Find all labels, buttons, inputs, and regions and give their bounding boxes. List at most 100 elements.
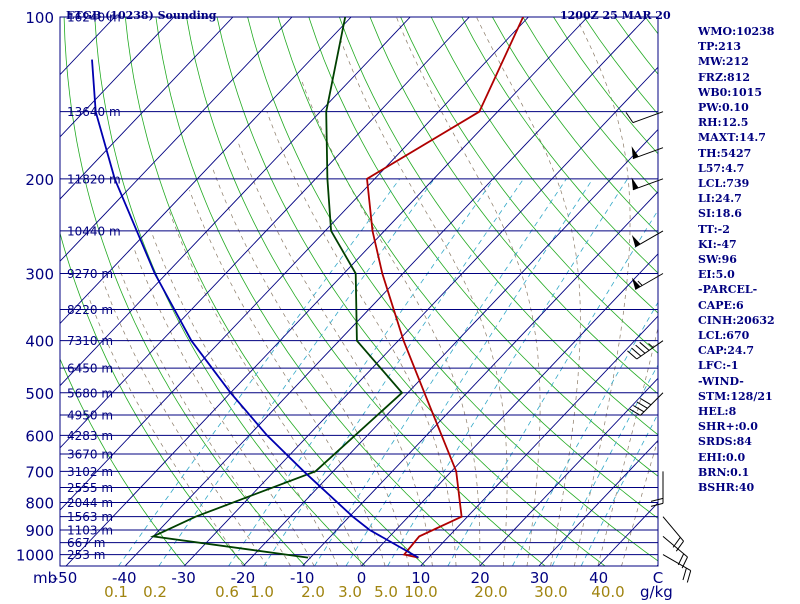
index-line: -PARCEL- xyxy=(698,282,798,297)
mixing-ratio-tick-label: 10.0 xyxy=(404,583,437,600)
index-line: BSHR:40 xyxy=(698,480,798,495)
height-label: 9270 m xyxy=(67,267,113,281)
moist-adiabat-line xyxy=(267,112,456,566)
moist-adiabat-line xyxy=(103,281,267,566)
temperature-tick-label: -30 xyxy=(171,569,196,587)
mixing-ratio-line xyxy=(264,179,524,566)
wind-barb xyxy=(626,112,663,123)
moist-adiabat-line xyxy=(169,212,361,567)
index-line: WB0:1015 xyxy=(698,85,798,100)
mixing-ratio-tick-label: 0.6 xyxy=(215,583,239,600)
mixing-ratio-tick-label: 1.0 xyxy=(250,583,274,600)
index-line: BRN:0.1 xyxy=(698,465,798,480)
mixing-ratio-tick-label: 0.1 xyxy=(104,583,128,600)
index-line: RH:12.5 xyxy=(698,115,798,130)
mixing-ratio-tick-label: 2.0 xyxy=(301,583,325,600)
wind-barb xyxy=(663,536,688,568)
mixing-ratio-unit-label: g/kg xyxy=(640,583,673,600)
height-label: 3670 m xyxy=(67,448,113,462)
index-line: MW:212 xyxy=(698,54,798,69)
dry-adiabat-line xyxy=(248,17,665,566)
index-line: CAP:24.7 xyxy=(698,343,798,358)
index-line: TH:5427 xyxy=(698,146,798,161)
pressure-tick-label: 200 xyxy=(25,171,54,189)
index-line: -WIND- xyxy=(698,374,798,389)
pressure-tick-label: 1000 xyxy=(16,547,54,565)
wind-barb xyxy=(651,471,663,506)
station-title: ETGB (10238) Sounding xyxy=(66,9,216,22)
isotherm-line xyxy=(0,17,56,566)
index-line: KI:-47 xyxy=(698,237,798,252)
height-label: 1563 m xyxy=(67,510,113,524)
dry-adiabat-line xyxy=(217,17,605,566)
index-line: SW:96 xyxy=(698,252,798,267)
height-label: 5680 m xyxy=(67,386,113,400)
pressure-tick-label: 900 xyxy=(25,522,54,540)
pressure-tick-label: 100 xyxy=(25,9,54,27)
mixing-ratio-line xyxy=(159,179,435,566)
height-label: 253 m xyxy=(67,548,105,562)
moist-adiabat-line xyxy=(151,231,338,566)
mixing-ratio-tick-label: 30.0 xyxy=(534,583,567,600)
mixing-ratio-tick-label: 40.0 xyxy=(591,583,624,600)
index-line: EHI:0.0 xyxy=(698,450,798,465)
height-label: 2555 m xyxy=(67,481,113,495)
isotherm-line xyxy=(184,17,706,566)
height-label: 4283 m xyxy=(67,429,113,443)
pressure-tick-label: 800 xyxy=(25,495,54,513)
index-line: SI:18.6 xyxy=(698,206,798,221)
isotherm-line xyxy=(66,17,588,566)
isotherm-line xyxy=(0,17,292,566)
mixing-ratio-tick-label: 0.2 xyxy=(143,583,167,600)
index-line: TP:213 xyxy=(698,39,798,54)
index-line: L57:4.7 xyxy=(698,161,798,176)
isotherm-line xyxy=(125,17,647,566)
isotherm-line xyxy=(0,17,233,566)
index-line: FRZ:812 xyxy=(698,70,798,85)
height-label: 8220 m xyxy=(67,303,113,317)
index-line: LFC:-1 xyxy=(698,358,798,373)
pressure-tick-label: 500 xyxy=(25,385,54,403)
mixing-ratio-tick-label: 5.0 xyxy=(374,583,398,600)
isotherm-line xyxy=(243,17,765,566)
sounding-datetime: 1200Z 25 MAR 20 xyxy=(560,9,671,22)
height-label: 6450 m xyxy=(67,362,113,376)
pressure-tick-label: 400 xyxy=(25,333,54,351)
mixing-ratio-line xyxy=(448,179,678,566)
height-label: 2044 m xyxy=(67,496,113,510)
index-line: TT:-2 xyxy=(698,222,798,237)
index-line: SHR+:0.0 xyxy=(698,419,798,434)
mixing-ratio-tick-label: 20.0 xyxy=(474,583,507,600)
index-line: CAPE:6 xyxy=(698,298,798,313)
temperature-tick-label: -50 xyxy=(53,569,78,587)
dry-adiabat-line xyxy=(95,17,366,566)
index-line: LCL:670 xyxy=(698,328,798,343)
moist-adiabat-line xyxy=(134,249,314,566)
pressure-tick-label: 600 xyxy=(25,427,54,445)
pressure-tick-label: 300 xyxy=(25,266,54,284)
mixing-ratio-line xyxy=(315,179,567,566)
height-label: 13640 m xyxy=(67,105,121,119)
mixing-ratio-tick-label: 3.0 xyxy=(338,583,362,600)
height-label: 3102 m xyxy=(67,465,113,479)
height-label: 7310 m xyxy=(67,334,113,348)
index-line: HEL:8 xyxy=(698,404,798,419)
height-label: 10440 m xyxy=(67,224,121,238)
wind-barb xyxy=(663,517,684,552)
isotherm-line xyxy=(0,17,410,566)
index-line: PW:0.10 xyxy=(698,100,798,115)
isotherm-line xyxy=(0,17,351,566)
index-line: CINH:20632 xyxy=(698,313,798,328)
pressure-tick-label: 700 xyxy=(25,463,54,481)
height-label: 4950 m xyxy=(67,409,113,423)
index-line: LCL:739 xyxy=(698,176,798,191)
index-line: MAXT:14.7 xyxy=(698,130,798,145)
height-label: 11820 m xyxy=(67,172,121,186)
index-line: LI:24.7 xyxy=(698,191,798,206)
index-line: SRDS:84 xyxy=(698,434,798,449)
mixing-ratio-line xyxy=(388,179,628,566)
moist-adiabat-line xyxy=(476,17,580,566)
